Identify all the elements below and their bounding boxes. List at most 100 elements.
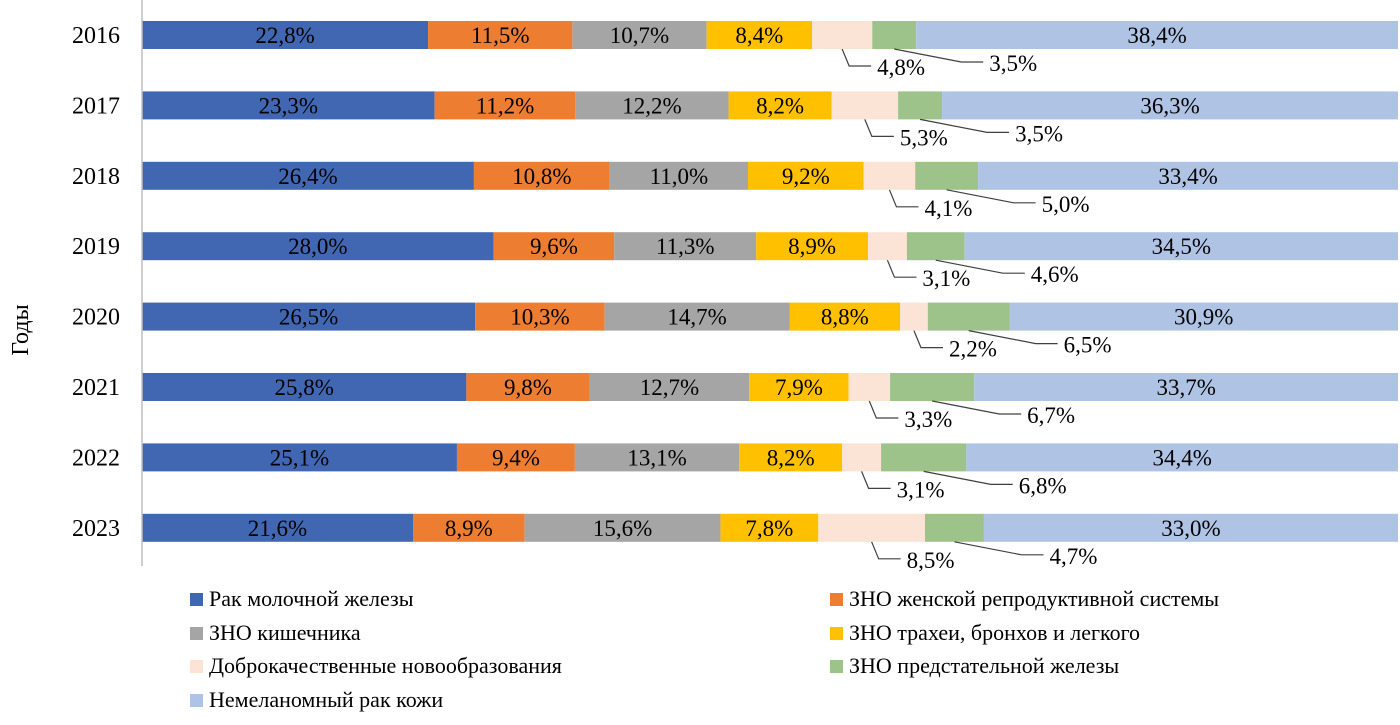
callout-line [913, 330, 943, 349]
callouts-group: 4,8% 3,5% 5,3% 3,5% 4,1% 5,0% 3,1% 4,6% 2,2% 6,5%… [841, 48, 1112, 573]
bar-segment [872, 21, 917, 49]
callout-line [888, 189, 919, 208]
bar-segment [574, 443, 740, 472]
data-label: 21,6% [248, 516, 307, 541]
year-tick-label: 2017 [72, 93, 120, 119]
bar-segment [898, 91, 943, 120]
bar-segment [572, 21, 707, 49]
data-label: 8,2% [756, 93, 804, 118]
data-label: 12,7% [640, 375, 699, 400]
callout-label: 4,8% [877, 55, 925, 80]
callout-line [886, 259, 917, 278]
data-label: 14,7% [667, 305, 726, 330]
bars-group: 22,8% 11,5% 10,7% 8,4% 38,4% 23,3% 11,2% 12,2% 8… [142, 21, 1398, 542]
data-label: 10,8% [512, 164, 571, 189]
bar-segment [142, 302, 476, 331]
data-label: 11,0% [650, 164, 709, 189]
bar-segment [413, 513, 525, 542]
bar-segment [916, 21, 1398, 49]
year-tick-label: 2018 [72, 164, 120, 190]
bar-segment [524, 513, 721, 542]
data-label: 38,4% [1127, 23, 1186, 48]
year-tick-label: 2022 [72, 445, 120, 471]
callout-line [923, 470, 1013, 485]
bar-segment [881, 443, 967, 472]
data-label: 9,2% [782, 164, 830, 189]
bar-segment [456, 443, 575, 472]
data-label: 34,5% [1152, 234, 1211, 259]
year-tick-label: 2019 [72, 234, 120, 260]
data-label: 23,3% [259, 93, 318, 118]
bar-segment [475, 302, 605, 331]
data-label: 11,3% [656, 234, 715, 259]
legend-swatch [190, 627, 203, 640]
bar-segment [900, 302, 928, 331]
bar-segment [924, 513, 984, 542]
data-label: 33,0% [1161, 516, 1220, 541]
callout-label: 3,1% [897, 477, 945, 502]
bar-segment [974, 373, 1398, 401]
bar-segment [609, 161, 748, 190]
legend-label: ЗНО трахеи, бронхов и легкого [849, 620, 1140, 645]
callout-label: 6,8% [1019, 473, 1067, 498]
bar-segment [142, 443, 457, 472]
legend-label: ЗНО женской репродуктивной системы [849, 586, 1219, 611]
bar-segment [142, 373, 467, 401]
bar-segment [942, 91, 1398, 120]
data-label: 8,2% [767, 445, 815, 470]
bar-segment [706, 21, 813, 49]
data-label: 7,8% [745, 516, 793, 541]
data-label: 33,4% [1158, 164, 1217, 189]
data-label: 9,4% [492, 445, 540, 470]
callout-label: 5,0% [1042, 192, 1090, 217]
data-label: 26,5% [279, 305, 338, 330]
legend: Рак молочной железы ЗНО женской репродукт… [190, 586, 1219, 712]
legend-label: Рак молочной железы [209, 586, 414, 611]
bar-segment [964, 232, 1398, 261]
y-axis-label: Годы [8, 304, 34, 355]
data-label: 8,9% [445, 516, 493, 541]
data-label: 34,4% [1152, 445, 1211, 470]
callout-line [932, 400, 1022, 415]
data-label: 36,3% [1140, 93, 1199, 118]
legend-swatch [830, 627, 843, 640]
data-label: 8,8% [821, 305, 869, 330]
legend-swatch [190, 694, 203, 707]
data-label: 22,8% [255, 23, 314, 48]
callout-line [841, 48, 872, 67]
bar-segment [142, 91, 435, 120]
callout-label: 3,1% [922, 266, 970, 291]
bar-segment [747, 161, 864, 190]
callout-label: 3,3% [904, 407, 952, 432]
callout-label: 8,5% [907, 548, 955, 573]
callout-line [868, 400, 899, 419]
callout-label: 4,7% [1049, 544, 1097, 569]
callout-line [871, 541, 901, 560]
callout-label: 4,1% [924, 196, 972, 221]
legend-label: ЗНО предстательной железы [849, 653, 1119, 678]
bar-segment [728, 91, 832, 120]
bar-segment [842, 443, 882, 472]
data-label: 7,9% [775, 375, 823, 400]
data-label: 30,9% [1174, 305, 1233, 330]
bar-segment [614, 232, 757, 261]
bar-segment [473, 161, 610, 190]
data-label: 26,4% [278, 164, 337, 189]
callout-label: 2,2% [949, 337, 997, 362]
bar-segment [890, 373, 975, 401]
data-label: 25,8% [274, 375, 333, 400]
legend-swatch [830, 660, 843, 673]
callout-line [864, 119, 894, 137]
callout-label: 4,6% [1031, 262, 1079, 287]
callout-label: 6,5% [1064, 333, 1112, 358]
callout-line [954, 541, 1044, 556]
callout-line [968, 330, 1058, 345]
data-label: 12,2% [622, 93, 681, 118]
data-label: 8,4% [735, 23, 783, 48]
legend-label: Доброкачественные новообразования [209, 653, 562, 678]
data-label: 33,7% [1156, 375, 1215, 400]
legend-label: ЗНО кишечника [209, 620, 361, 645]
bar-segment [756, 232, 868, 261]
legend-swatch [830, 593, 843, 606]
bar-segment [428, 21, 573, 49]
